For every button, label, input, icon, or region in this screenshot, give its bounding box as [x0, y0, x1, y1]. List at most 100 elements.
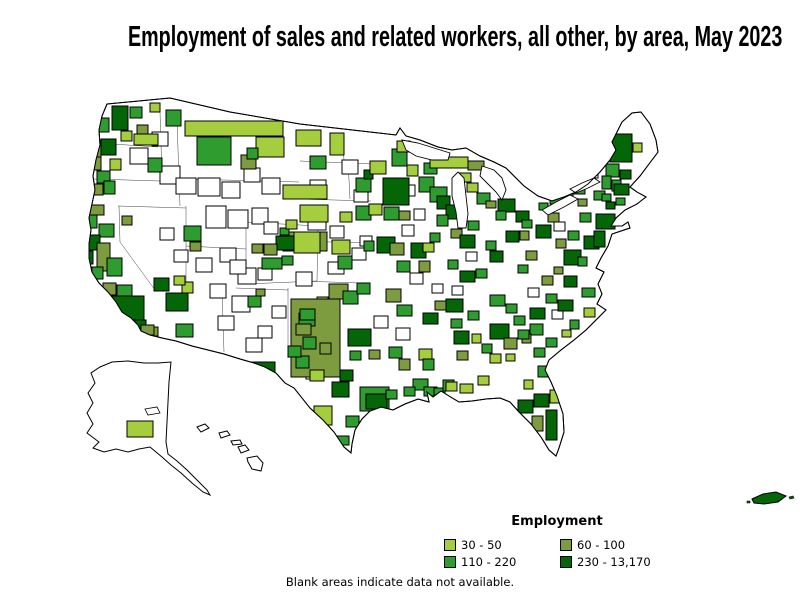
- footnote: Blank areas indicate data not available.: [285, 575, 515, 589]
- map-area: [422, 312, 439, 325]
- map-area: [450, 318, 463, 329]
- map-area: [519, 230, 530, 241]
- map-area: [331, 239, 351, 255]
- map-area: [497, 198, 516, 213]
- map-area: [422, 358, 435, 371]
- map-area: [533, 393, 550, 408]
- legend: Employment 30 - 50 60 - 100 110 - 220 230 -…: [444, 514, 670, 569]
- map-area: [263, 243, 278, 256]
- map-area: [513, 315, 526, 326]
- alaska-island: [144, 406, 161, 416]
- legend-label: 110 - 220: [461, 555, 517, 569]
- map-area: [545, 293, 558, 304]
- map-area: [459, 234, 476, 249]
- map-area: [120, 130, 133, 142]
- map-area: [96, 170, 111, 184]
- map-area: [339, 369, 354, 382]
- great-lakes: [401, 139, 601, 229]
- map-area: [89, 250, 94, 265]
- map-area: [583, 307, 596, 318]
- map-area: [111, 105, 129, 131]
- map-area: [418, 260, 431, 273]
- map-area: [261, 257, 283, 270]
- map-area: [165, 109, 182, 127]
- map-area: [593, 230, 606, 248]
- map-area: [183, 225, 202, 242]
- map-area: [467, 220, 480, 231]
- map-area: [356, 282, 371, 295]
- map-area: [531, 415, 544, 432]
- map-area: [165, 292, 189, 312]
- map-area: [337, 255, 353, 270]
- puerto-rico: [751, 491, 788, 505]
- map-area: [109, 158, 122, 171]
- map-area: [467, 160, 485, 171]
- map-area: [489, 353, 502, 364]
- map-area: [98, 223, 115, 238]
- map-area: [619, 169, 632, 180]
- map-area: [429, 232, 441, 243]
- map-area: [331, 381, 350, 398]
- map-area: [545, 409, 558, 441]
- map-area: [561, 329, 572, 338]
- map-area: [385, 288, 402, 303]
- map-area: [605, 201, 616, 210]
- map-area: [309, 155, 327, 170]
- map-area: [103, 180, 116, 195]
- map-area: [609, 133, 633, 163]
- map-area: [453, 330, 470, 345]
- map-area: [116, 284, 133, 297]
- legend-label: 60 - 100: [577, 538, 626, 552]
- legend-swatch: [560, 556, 572, 568]
- map-area: [445, 298, 464, 313]
- map-area: [485, 240, 497, 251]
- map-area: [100, 138, 117, 156]
- map-area: [349, 350, 362, 361]
- map-area: [149, 102, 161, 113]
- map-area: [382, 177, 410, 206]
- map-area: [299, 308, 316, 321]
- map-area: [434, 300, 447, 311]
- employment-areas: [89, 102, 643, 446]
- map-area: [255, 136, 285, 158]
- map-area: [342, 290, 359, 305]
- map-area: [121, 215, 133, 226]
- map-area: [398, 358, 411, 371]
- map-area: [279, 227, 290, 236]
- map-area: [184, 120, 284, 137]
- map-area: [329, 132, 345, 156]
- map-area: [347, 328, 372, 347]
- map-area: [389, 242, 405, 256]
- map-area: [422, 242, 435, 253]
- map-area: [406, 164, 419, 177]
- map-area: [173, 275, 186, 286]
- map-area: [285, 219, 298, 230]
- map-area: [175, 323, 194, 338]
- map-area: [368, 349, 381, 360]
- map-area: [196, 136, 232, 166]
- map-area: [89, 234, 101, 251]
- map-area: [339, 211, 353, 223]
- legend-swatch: [444, 539, 456, 551]
- map-area: [287, 345, 302, 358]
- map-area: [581, 287, 596, 298]
- map-area: [579, 212, 592, 223]
- legend-label: 230 - 13,170: [577, 555, 651, 569]
- map-area: [567, 230, 580, 241]
- map-area: [247, 295, 262, 308]
- map-area: [466, 182, 479, 193]
- map-area: [153, 277, 170, 292]
- map-area: [459, 270, 476, 283]
- map-area: [363, 240, 375, 252]
- map-area: [505, 353, 516, 362]
- map-area: [282, 184, 328, 200]
- map-area: [345, 415, 360, 428]
- map-area: [436, 214, 449, 227]
- map-area: [485, 200, 497, 209]
- map-area: [275, 235, 295, 251]
- legend-swatch: [444, 556, 456, 568]
- map-area: [605, 163, 620, 178]
- map-area: [517, 399, 534, 414]
- map-area: [489, 323, 510, 340]
